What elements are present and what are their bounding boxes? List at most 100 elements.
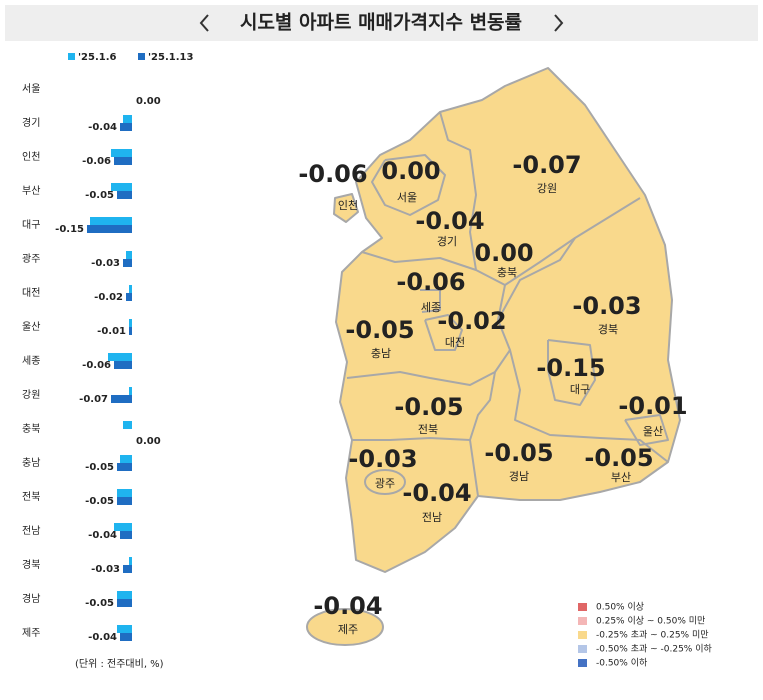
province-border	[420, 289, 441, 313]
incheon-island	[333, 193, 359, 223]
map-value: -0.06	[298, 160, 367, 188]
map	[306, 67, 681, 646]
map-legend-label: -0.25% 초과 ~ 0.25% 미만	[596, 630, 709, 641]
map-legend-label: -0.50% 초과 ~ -0.25% 이하	[596, 644, 713, 655]
province-border	[346, 284, 511, 386]
map-region-name: 대전	[445, 336, 465, 349]
province-border	[424, 314, 463, 351]
category-label: 충남	[22, 457, 40, 469]
bar	[117, 191, 132, 199]
title-chevron	[199, 14, 209, 32]
map-value: -0.06	[396, 268, 465, 296]
bar	[129, 387, 132, 395]
map-legend-swatch	[578, 659, 587, 667]
map-value: -0.02	[437, 307, 506, 335]
bar	[129, 285, 132, 293]
category-label: 대전	[22, 287, 40, 299]
category-label: 경기	[22, 116, 40, 129]
bar	[120, 531, 132, 539]
map-region-name: 강원	[537, 182, 557, 195]
bar	[123, 115, 132, 123]
map-region-name: 전남	[422, 511, 442, 524]
map-value: -0.05	[345, 316, 414, 344]
title-chevron	[554, 14, 564, 32]
bar	[117, 591, 132, 599]
province-border	[371, 154, 446, 216]
map-value: -0.05	[394, 393, 463, 421]
map-region-name: 울산	[643, 425, 663, 438]
map-legend-label: 0.25% 이상 ~ 0.50% 미만	[596, 616, 705, 627]
category-label: 광주	[22, 253, 40, 265]
legend-swatch	[138, 53, 145, 60]
value-label: -0.06	[82, 360, 111, 371]
value-label: -0.04	[88, 632, 117, 643]
bar	[117, 497, 132, 505]
bar	[111, 183, 132, 191]
province-border	[439, 111, 641, 286]
map-region-name: 전북	[418, 423, 438, 436]
category-label: 충북	[22, 423, 40, 435]
map-value: -0.03	[348, 445, 417, 473]
category-label: 전남	[22, 525, 40, 537]
map-region-name: 충북	[497, 266, 517, 279]
province-border	[469, 371, 496, 497]
category-label: 경북	[22, 558, 40, 571]
map-region-name: 인천	[338, 198, 358, 212]
map-value: 0.00	[381, 157, 440, 185]
province-border	[497, 237, 576, 321]
map-value: -0.03	[572, 292, 641, 320]
value-label: -0.03	[91, 258, 120, 269]
legend-swatch	[68, 53, 75, 60]
value-label: -0.05	[85, 598, 114, 609]
map-region-name: 경남	[509, 470, 529, 483]
map-region-name: 경기	[437, 235, 457, 248]
bar	[114, 361, 132, 369]
bar	[120, 633, 132, 641]
bar	[120, 123, 132, 131]
map-legend-swatch	[578, 603, 587, 611]
bar	[117, 625, 132, 633]
gwangju-border	[364, 469, 406, 495]
value-label: -0.02	[94, 292, 123, 303]
category-label: 전북	[22, 491, 40, 503]
map-region-name: 대구	[570, 383, 590, 396]
value-label: -0.06	[82, 156, 111, 167]
legend-label: '25.1.6	[78, 52, 117, 63]
map-legend-swatch	[578, 631, 587, 639]
bar	[111, 149, 132, 157]
map-legend-swatch	[578, 617, 587, 625]
bar	[129, 327, 132, 335]
unit-note: (단위 : 전주대비, %)	[75, 657, 164, 670]
value-label: 0.00	[136, 96, 161, 107]
map-value: -0.04	[402, 479, 471, 507]
category-label: 제주	[22, 627, 40, 639]
bar	[117, 599, 132, 607]
map-legend-swatch	[578, 645, 587, 653]
map-region-name: 세종	[421, 301, 441, 314]
map-region-name: 충남	[371, 347, 391, 360]
category-label: 인천	[22, 151, 40, 163]
map-region-name: 부산	[611, 471, 631, 484]
mainland	[335, 67, 681, 573]
map-legend-label: -0.50% 이하	[596, 658, 648, 669]
value-label: -0.05	[85, 462, 114, 473]
value-label: -0.03	[91, 564, 120, 575]
province-border	[547, 339, 596, 406]
province-border	[509, 349, 669, 463]
bar	[120, 455, 132, 463]
bar	[126, 293, 132, 301]
value-label: -0.05	[85, 190, 114, 201]
map-value: -0.15	[536, 354, 605, 382]
map-value: -0.01	[618, 392, 687, 420]
category-label: 강원	[22, 389, 40, 401]
category-label: 울산	[22, 321, 40, 333]
map-value: -0.04	[415, 207, 484, 235]
category-label: 부산	[22, 185, 40, 197]
map-legend-label: 0.50% 이상	[596, 602, 644, 613]
value-label: -0.05	[85, 496, 114, 507]
map-value: -0.05	[484, 439, 553, 467]
bar	[126, 251, 132, 259]
value-label: 0.00	[136, 436, 161, 447]
bar	[129, 319, 132, 327]
map-value: -0.05	[584, 444, 653, 472]
